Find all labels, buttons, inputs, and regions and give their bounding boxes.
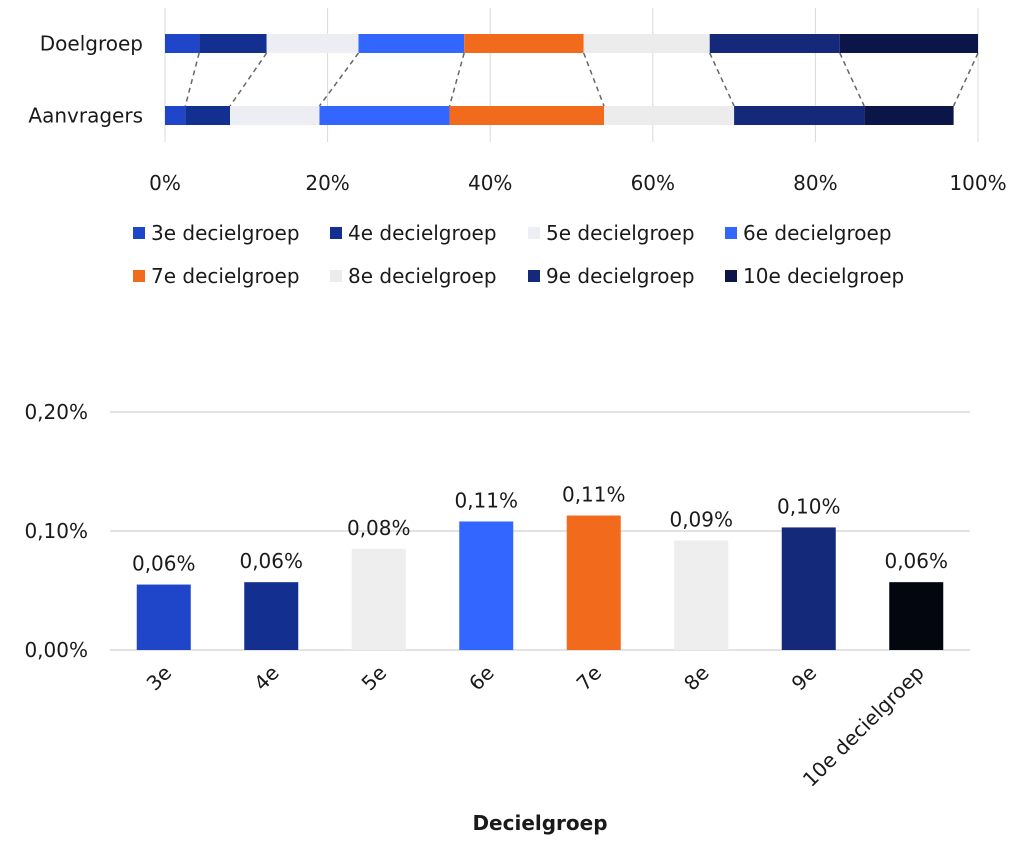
column-chart: 0,00% 0,10% 0,20% 0,06% 0,06% 0,08% 0,11% 0,11… — [24, 400, 970, 835]
legend-label: 10e decielgroep — [743, 264, 904, 288]
stacked-bar-segment — [165, 106, 186, 125]
stacked-bar-segment — [604, 106, 735, 125]
stacked-bar-chart: Doelgroep Aanvragers 0% 20% 40% 60% 80% 100% 3… — [28, 8, 1007, 288]
legend-label: 9e decielgroep — [546, 264, 695, 288]
column-bar — [889, 582, 944, 650]
x-tick-label: 40% — [468, 171, 512, 195]
x-tick-label: 3e — [142, 661, 177, 696]
legend-label: 4e decielgroep — [348, 221, 497, 245]
series-connector-line — [952, 52, 979, 107]
stacked-bar-segment — [449, 106, 605, 125]
data-label: 0,10% — [777, 494, 841, 518]
series-connector-line — [839, 52, 865, 107]
data-label: 0,06% — [132, 552, 196, 576]
stacked-bar-segment — [319, 106, 450, 125]
y-tick-label: 0,10% — [24, 519, 88, 543]
legend-swatch — [330, 227, 342, 239]
stacked-bar-segment — [358, 34, 465, 53]
x-tick-label: 4e — [249, 661, 284, 696]
legend-label: 5e decielgroep — [546, 221, 695, 245]
x-tick-label: 9e — [787, 661, 822, 696]
legend-swatch — [725, 227, 737, 239]
legend-swatch — [330, 270, 342, 282]
legend-label: 3e decielgroep — [151, 221, 300, 245]
x-tick-label: 5e — [357, 661, 392, 696]
x-tick-label: 80% — [793, 171, 837, 195]
legend-item: 7e decielgroep — [133, 264, 300, 288]
legend-label: 8e decielgroep — [348, 264, 497, 288]
y-tick-label: 0,20% — [24, 400, 88, 424]
series-connector-line — [582, 52, 605, 107]
column-bar — [136, 584, 191, 650]
legend-label: 6e decielgroep — [743, 221, 892, 245]
column-bar — [459, 521, 514, 650]
series-connector-line — [709, 52, 735, 107]
legend-swatch — [528, 227, 540, 239]
series-connector-line — [184, 52, 200, 107]
stacked-bar-segment — [165, 34, 200, 53]
x-tick-label: 8e — [679, 661, 714, 696]
x-tick-label: 20% — [305, 171, 349, 195]
column-bar — [781, 527, 836, 650]
stacked-bar-segment — [839, 34, 978, 53]
legend-item: 10e decielgroep — [725, 264, 904, 288]
x-tick-label: 6e — [464, 661, 499, 696]
x-tick-label: 100% — [949, 171, 1006, 195]
category-label: Doelgroep — [40, 32, 143, 56]
stacked-bar-segment — [185, 106, 231, 125]
stacked-bar-segment — [864, 106, 954, 125]
x-tick-label: 60% — [631, 171, 675, 195]
column-bar — [566, 515, 621, 650]
series-connector-line — [448, 52, 465, 107]
legend-swatch — [528, 270, 540, 282]
column-bar — [351, 548, 406, 650]
data-label: 0,11% — [454, 488, 518, 512]
legend-label: 7e decielgroep — [151, 264, 300, 288]
y-tick-label: 0,00% — [24, 638, 88, 662]
legend-item: 3e decielgroep — [133, 221, 300, 245]
series-connector-line — [318, 52, 360, 107]
column-bar — [674, 540, 729, 650]
stacked-bar-segment — [230, 106, 320, 125]
category-label: Aanvragers — [28, 104, 143, 128]
x-tick-label: 7e — [572, 661, 607, 696]
stacked-bar-segment — [199, 34, 267, 53]
series-connector-line — [229, 52, 268, 107]
legend-item: 4e decielgroep — [330, 221, 497, 245]
legend-item: 8e decielgroep — [330, 264, 497, 288]
stacked-bar-segment — [734, 106, 865, 125]
legend-item: 5e decielgroep — [528, 221, 695, 245]
legend-swatch — [725, 270, 737, 282]
data-label: 0,08% — [347, 516, 411, 540]
stacked-bar-segment — [583, 34, 710, 53]
legend-item: 6e decielgroep — [725, 221, 892, 245]
stacked-bar-segment — [709, 34, 840, 53]
data-label: 0,11% — [562, 483, 626, 507]
x-tick-label: 0% — [149, 171, 181, 195]
x-axis-title: Decielgroep — [472, 811, 607, 835]
legend-swatch — [133, 270, 145, 282]
data-label: 0,06% — [239, 549, 303, 573]
column-bar — [244, 582, 299, 650]
data-label: 0,06% — [884, 549, 948, 573]
legend-swatch — [133, 227, 145, 239]
stacked-bar-segment — [464, 34, 584, 53]
stacked-bar-segment — [266, 34, 359, 53]
legend-item: 9e decielgroep — [528, 264, 695, 288]
data-label: 0,09% — [669, 508, 733, 532]
